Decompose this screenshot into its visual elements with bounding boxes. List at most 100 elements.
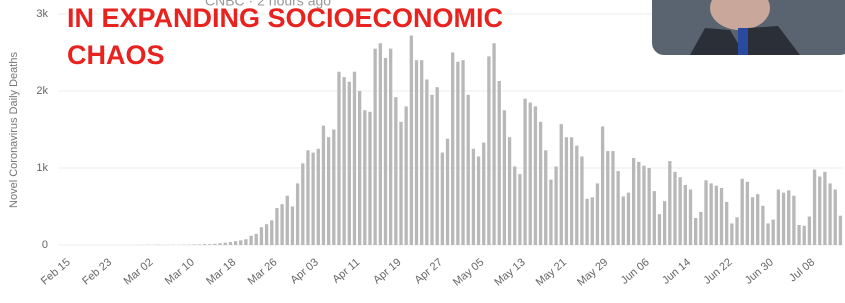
bar — [704, 180, 707, 245]
bar — [430, 95, 433, 245]
x-tick-label: Mar 26 — [246, 256, 280, 287]
bar — [565, 137, 568, 245]
bar — [239, 240, 242, 245]
x-tick-label: Apr 03 — [288, 256, 321, 286]
bar — [291, 207, 294, 246]
bar — [213, 244, 216, 245]
bar — [549, 180, 552, 245]
bar — [410, 36, 413, 245]
y-tick-label: 1k — [36, 162, 48, 174]
x-tick-label: Jun 30 — [743, 256, 776, 286]
bar — [834, 190, 837, 245]
bar — [518, 174, 521, 245]
photo-tie — [738, 28, 748, 55]
bar — [828, 183, 831, 245]
bar — [787, 190, 790, 245]
x-tick-label: Jun 22 — [701, 256, 734, 286]
bar — [839, 216, 842, 245]
bar — [761, 206, 764, 245]
bar — [756, 194, 759, 245]
x-tick-label: Apr 11 — [330, 256, 362, 286]
x-tick-label: Jun 06 — [619, 256, 652, 286]
bar — [498, 81, 501, 245]
bar — [374, 49, 377, 245]
bar — [823, 172, 826, 245]
bar — [699, 212, 702, 245]
bar — [673, 172, 676, 245]
bar — [389, 49, 392, 245]
bar — [818, 176, 821, 245]
photo — [652, 0, 845, 55]
bar — [668, 161, 671, 245]
bar — [539, 122, 542, 245]
x-tick-label: Feb 15 — [39, 256, 73, 287]
x-tick-label: Mar 02 — [122, 256, 156, 287]
bar — [348, 82, 351, 245]
bar — [249, 236, 252, 245]
bar — [332, 130, 335, 246]
bar — [725, 202, 728, 245]
bar — [808, 217, 811, 245]
bar — [523, 99, 526, 245]
x-tick-label: Jul 08 — [787, 256, 817, 284]
x-tick-label: Mar 10 — [163, 256, 197, 287]
bar — [420, 60, 423, 245]
bar — [544, 150, 547, 245]
bar — [425, 79, 428, 245]
bar — [751, 197, 754, 245]
bar — [534, 106, 537, 245]
bar — [679, 177, 682, 245]
bar — [399, 122, 402, 245]
bar — [353, 72, 356, 245]
bar — [647, 168, 650, 245]
bar — [596, 183, 599, 245]
bar — [317, 149, 320, 245]
bar — [467, 95, 470, 245]
bar — [301, 163, 304, 245]
bar — [296, 183, 299, 245]
bar — [715, 186, 718, 245]
bar — [766, 223, 769, 245]
bar — [720, 188, 723, 245]
bar — [606, 151, 609, 245]
bar — [782, 193, 785, 245]
bar — [311, 153, 314, 245]
x-tick-label: May 13 — [492, 256, 527, 288]
x-tick-label: May 05 — [451, 256, 486, 288]
bar — [286, 196, 289, 245]
bar — [627, 193, 630, 245]
bar — [451, 53, 454, 246]
bar — [270, 220, 273, 245]
bar — [508, 137, 511, 245]
bar — [255, 234, 258, 245]
bar — [622, 196, 625, 245]
bar — [280, 204, 283, 245]
bar — [710, 183, 713, 245]
bar — [772, 220, 775, 245]
bar — [777, 190, 780, 245]
bar — [503, 110, 506, 245]
bar — [689, 190, 692, 245]
x-tick-label: Apr 27 — [412, 256, 445, 286]
bar — [730, 223, 733, 245]
bar — [234, 241, 237, 245]
bar — [585, 199, 588, 245]
bar — [456, 62, 459, 245]
page: CNBC · 2 hours ago Novel Coronavirus Dai… — [0, 0, 845, 298]
bar — [653, 191, 656, 245]
bar — [224, 243, 227, 245]
y-tick-label: 3k — [36, 8, 48, 20]
bar — [642, 166, 645, 245]
x-tick-label: Feb 23 — [80, 256, 114, 287]
bar — [327, 137, 330, 245]
bar — [405, 106, 408, 245]
x-tick-label: Mar 18 — [204, 256, 238, 287]
bar — [394, 97, 397, 245]
bar — [575, 146, 578, 245]
bar — [229, 242, 232, 245]
headline: IN EXPANDING SOCIOECONOMIC — [67, 3, 503, 33]
bar — [472, 149, 475, 245]
bar — [275, 208, 278, 245]
bar — [611, 151, 614, 245]
bar — [482, 143, 485, 245]
